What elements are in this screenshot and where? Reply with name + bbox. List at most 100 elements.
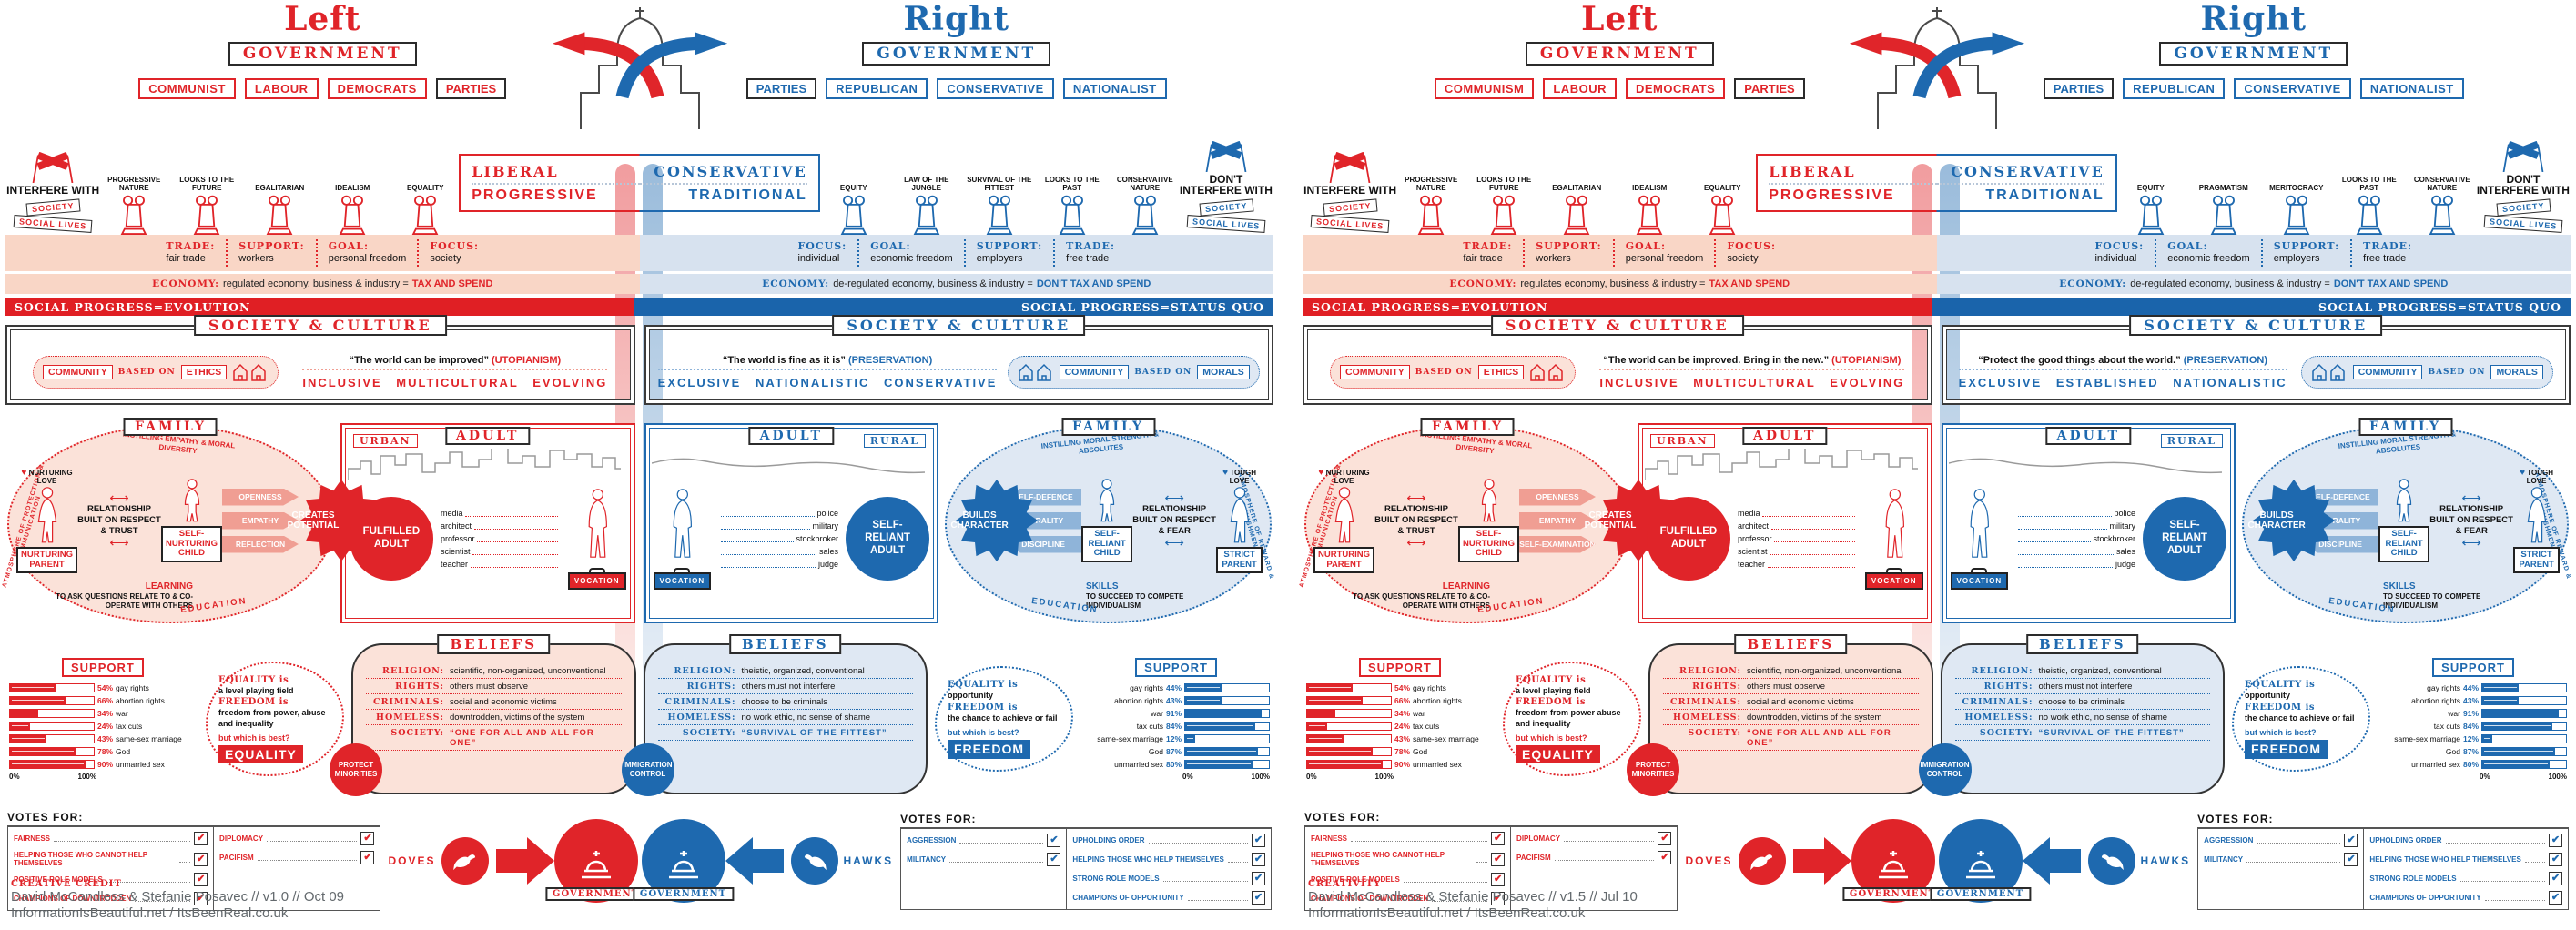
vote-item: PACIFISM ✔ <box>1516 851 1672 864</box>
policy-cell: FOCUS: society <box>430 240 480 264</box>
belief-item: CRIMINALS: social and economic victims <box>366 694 622 710</box>
support-label: SUPPORT <box>1135 657 1217 677</box>
support-row: 24% tax cuts <box>9 720 198 733</box>
votes-column: UPHOLDING ORDER ✔ HELPING THOSE WHO HELP … <box>2364 829 2568 909</box>
outcome-text: BUILDS CHARACTER <box>950 510 1009 531</box>
support-bar-track <box>1306 682 1392 692</box>
virtue-arrows: OPENNESS EMPATHY SELF-EXAMINATION <box>1519 488 1596 553</box>
support-axis: 0% 100% <box>1306 773 1394 781</box>
support-bar <box>1307 722 1328 730</box>
belief-item: CRIMINALS: social and economic victims <box>1663 694 1919 710</box>
support-row: 66% abortion rights <box>1306 694 1496 707</box>
mascot-circle <box>790 837 838 885</box>
support-chart: SUPPORT 54% gay rights 66% abortion rights… <box>1306 657 1496 781</box>
pillar-icon <box>1709 195 1736 235</box>
support-bar-track <box>2481 733 2567 743</box>
hawk-icon <box>2101 854 2124 871</box>
right-government-banner: GOVERNMENT <box>862 41 1051 66</box>
adult-figure-column: VOCATION <box>1950 488 2009 590</box>
immigration-control-badge: IMMIGRATION CONTROL <box>621 743 674 796</box>
relationship-text: RELATIONSHIP BUILT ON RESPECT & FEAR <box>1132 504 1216 536</box>
skills-title: SKILLS <box>2383 581 2416 591</box>
protect-minorities-badge: PROTECT MINORITIES <box>330 743 382 796</box>
checkbox-icon: ✔ <box>360 832 375 845</box>
government-ribbon: GOVERNMENT <box>1841 887 1944 901</box>
votes-band: VOTES FOR: FAIRNESS ✔ HELPING THOSE WHO C… <box>1303 809 2571 913</box>
freedom-bubble: EQUALITY is opportunity FREEDOM is the c… <box>2232 666 2370 772</box>
support-bar-track <box>1306 695 1392 705</box>
pillar: LAW OF THE JUNGLE <box>893 175 960 235</box>
adult-content: FULFILLED ADULT media architect professo… <box>1646 463 1923 614</box>
support-bar-track <box>1184 721 1270 731</box>
child-label: SELF-NURTURING CHILD <box>161 526 222 562</box>
left-family-section: FAMILY ATMOSPHERE OF PROTECTION & COMMUN… <box>1299 416 1680 625</box>
votes-band: VOTES FOR: FAIRNESS ✔ HELPING THOSE WHO C… <box>5 809 1273 913</box>
support-bar-track <box>2481 746 2567 756</box>
ethics-label: ETHICS <box>1477 365 1525 379</box>
support-row: 90% unmarried sex <box>9 758 198 771</box>
support-bar-track <box>2481 721 2567 731</box>
arrow-icon: ⟷ <box>109 490 129 506</box>
support-row: 54% gay rights <box>1306 682 1496 694</box>
party-tag: DEMOCRATS <box>1625 77 1726 99</box>
adult-content: FULFILLED ADULT media architect professo… <box>349 463 626 614</box>
adult-figure-column: VOCATION <box>653 488 712 590</box>
policy-cell: TRADE: free trade <box>2363 240 2413 264</box>
society-culture-banner: SOCIETY & CULTURE <box>193 315 447 336</box>
support-bar <box>10 734 46 743</box>
bubble-question: but which is best? <box>2245 727 2317 737</box>
policy-cell: FOCUS: individual <box>786 239 860 267</box>
left-beliefs-half: SUPPORT 54% gay rights 66% abortion rights… <box>5 634 640 804</box>
support-bar <box>1307 683 1353 692</box>
pillar-icon <box>1131 195 1159 235</box>
parent-label: NURTURING PARENT <box>1313 547 1374 574</box>
skills-title: SKILLS <box>1086 581 1119 591</box>
rural-horizon-icon <box>1948 458 2222 474</box>
quote-tag: (UTOPIANISM) <box>1831 355 1902 366</box>
support-row: abortion rights 43% <box>1080 694 1270 707</box>
pillar-icon <box>1490 195 1517 235</box>
support-bar <box>2482 734 2493 743</box>
mascot-circle <box>441 837 489 885</box>
party-tag: LABOUR <box>1543 77 1617 99</box>
support-row: same-sex marriage 12% <box>1080 733 1270 745</box>
adult-figure-column: VOCATION <box>1864 488 1923 590</box>
pillar-icon <box>120 195 147 235</box>
relationship-text: RELATIONSHIP BUILT ON RESPECT & TRUST <box>1374 504 1458 536</box>
support-bar-track <box>9 708 95 718</box>
left-adult-section: ADULT URBAN FULFILLED ADULT media archit… <box>340 423 635 623</box>
government-badge: GOVERNMENT <box>1929 819 2032 903</box>
capitol-icon <box>581 851 611 879</box>
community-pill: COMMUNITY BASED ON ETHICS <box>33 356 279 389</box>
vote-item: AGGRESSION ✔ <box>2204 833 2358 847</box>
right-flow-arrow <box>1912 32 2024 99</box>
support-bar <box>1185 696 1222 704</box>
left-parties-row: COMMUNIST LABOUR DEMOCRATS PARTIES <box>138 77 507 99</box>
axis-min: 0% <box>2480 772 2490 781</box>
self-reliant-adult-circle: SELF-RELIANT ADULT <box>2143 497 2227 581</box>
doves-label: DOVES <box>1685 854 1733 867</box>
dove-icon <box>452 854 475 871</box>
based-on-label: BASED ON <box>1415 368 1473 377</box>
support-chart: SUPPORT gay rights 44% abortion rights 43%… <box>2378 657 2567 781</box>
checkbox-icon: ✔ <box>1658 851 1672 864</box>
support-bar-track <box>1184 759 1270 769</box>
vote-item: UPHOLDING ORDER ✔ <box>2369 833 2562 847</box>
right-family-section: FAMILY ATMOSPHERE OF REWARD & PUNISHMENT… <box>943 416 1275 625</box>
vote-item: HELPING THOSE WHO CANNOT HELP THEMSELVES… <box>1311 851 1506 867</box>
beliefs-band: SUPPORT 54% gay rights 66% abortion rights… <box>1303 634 2571 804</box>
right-beliefs-half: BELIEFS RELIGION: theistic, organized, co… <box>1918 634 2571 804</box>
parent-label: NURTURING PARENT <box>16 547 77 574</box>
left-flow-arrow <box>552 32 664 99</box>
adult-figure-icon <box>1970 488 1990 558</box>
family-content: ♥ TOUGH LOVE STRICT PARENT ⟷ RELATIONSHI… <box>2247 443 2560 598</box>
support-row: war 91% <box>1080 707 1270 720</box>
support-chart: SUPPORT gay rights 44% abortion rights 43%… <box>1080 657 1270 781</box>
support-bar <box>1185 747 1259 755</box>
support-bar-track <box>1306 708 1392 718</box>
pillar: PRAGMATISM <box>2190 175 2257 235</box>
votes-table-block: VOTES FOR: AGGRESSION ✔ MILITANCY ✔ UPHOLD… <box>900 813 1272 910</box>
support-row: 43% same-sex marriage <box>9 733 198 745</box>
belief-item: SOCIETY: “SURVIVAL OF THE FITTEST” <box>657 725 913 741</box>
society-content: COMMUNITY BASED ON ETHICS “The world can… <box>7 327 634 412</box>
